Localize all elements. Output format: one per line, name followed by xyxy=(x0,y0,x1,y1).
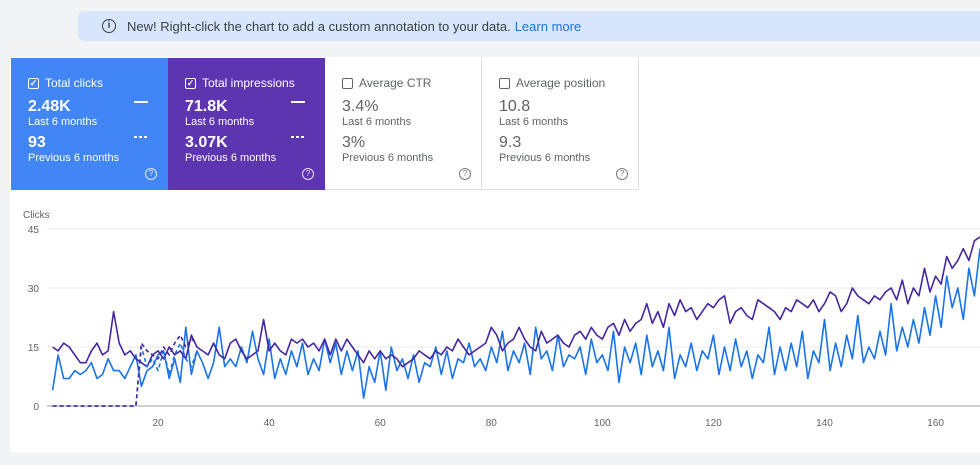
chart-grid: 0 15 30 45 xyxy=(28,225,980,413)
card-period: Last 6 months xyxy=(28,116,98,128)
x-tick-label: 140 xyxy=(816,418,833,429)
card-value: 3.4% xyxy=(342,98,379,115)
info-icon: i xyxy=(102,19,116,33)
checkbox-icon[interactable] xyxy=(342,77,353,89)
x-tick-label: 100 xyxy=(594,418,611,429)
card-label: Total clicks xyxy=(45,76,104,90)
x-tick-label: 160 xyxy=(927,418,944,429)
x-tick-label: 20 xyxy=(153,418,165,429)
y-tick-label: 0 xyxy=(33,402,39,413)
card-label: Average position xyxy=(516,76,606,90)
performance-chart[interactable]: Clicks 0 15 30 45 20 40 60 80 100 120 140 160 xyxy=(10,57,980,453)
card-label: Average CTR xyxy=(359,76,432,90)
total-clicks-card[interactable]: ✓ Total clicks 2.48K Last 6 months 93 Pr… xyxy=(11,58,168,190)
info-banner: i New! Right-click the chart to add a cu… xyxy=(78,11,980,41)
checkbox-icon[interactable] xyxy=(499,77,510,89)
x-tick-label: 80 xyxy=(486,418,498,429)
y-axis-label: Clicks xyxy=(23,210,50,221)
help-icon[interactable]: ? xyxy=(616,168,628,180)
average-ctr-card[interactable]: Average CTR 3.4% Last 6 months 3% Previo… xyxy=(325,58,482,190)
card-period: Last 6 months xyxy=(185,116,255,128)
help-icon[interactable]: ? xyxy=(302,168,314,180)
average-position-card[interactable]: Average position 10.8 Last 6 months 9.3 … xyxy=(482,58,639,190)
series-line-1 xyxy=(52,236,980,368)
help-icon[interactable]: ? xyxy=(145,168,157,180)
learn-more-link[interactable]: Learn more xyxy=(514,18,582,34)
card-value: 10.8 xyxy=(499,98,531,115)
card-prev-value: 9.3 xyxy=(499,134,522,151)
total-impressions-card[interactable]: ✓ Total impressions 71.8K Last 6 months … xyxy=(168,58,325,190)
chart-series xyxy=(51,236,980,407)
card-prev-period: Previous 6 months xyxy=(342,152,434,164)
checkbox-icon[interactable]: ✓ xyxy=(185,77,196,89)
card-prev-value: 3% xyxy=(342,134,366,151)
solid-line-legend-icon xyxy=(134,101,148,103)
x-tick-label: 40 xyxy=(264,418,276,429)
y-tick-label: 15 xyxy=(28,343,40,354)
y-tick-label: 45 xyxy=(28,225,40,236)
series-line-3 xyxy=(52,334,198,407)
card-period: Last 6 months xyxy=(342,116,412,128)
card-value: 2.48K xyxy=(28,98,71,115)
card-prev-period: Previous 6 months xyxy=(499,152,591,164)
series-line-0 xyxy=(51,248,980,399)
series-line-2 xyxy=(52,342,198,407)
card-period: Last 6 months xyxy=(499,116,569,128)
card-prev-period: Previous 6 months xyxy=(28,152,120,164)
y-tick-label: 30 xyxy=(28,284,40,295)
dashed-line-legend-icon xyxy=(291,136,305,138)
x-axis-ticks: 20 40 60 80 100 120 140 160 xyxy=(153,418,945,429)
help-icon[interactable]: ? xyxy=(459,168,471,180)
card-prev-period: Previous 6 months xyxy=(185,152,277,164)
checkbox-icon[interactable]: ✓ xyxy=(28,77,39,89)
card-prev-value: 93 xyxy=(28,134,46,151)
performance-panel: ✓ Total clicks 2.48K Last 6 months 93 Pr… xyxy=(10,57,980,453)
card-value: 71.8K xyxy=(185,98,228,115)
banner-text: New! Right-click the chart to add a cust… xyxy=(127,18,511,34)
card-label: Total impressions xyxy=(202,76,295,90)
metric-cards: ✓ Total clicks 2.48K Last 6 months 93 Pr… xyxy=(11,58,639,190)
solid-line-legend-icon xyxy=(291,101,305,103)
x-tick-label: 60 xyxy=(375,418,387,429)
card-prev-value: 3.07K xyxy=(185,134,228,151)
dashed-line-legend-icon xyxy=(134,136,148,138)
x-tick-label: 120 xyxy=(705,418,722,429)
